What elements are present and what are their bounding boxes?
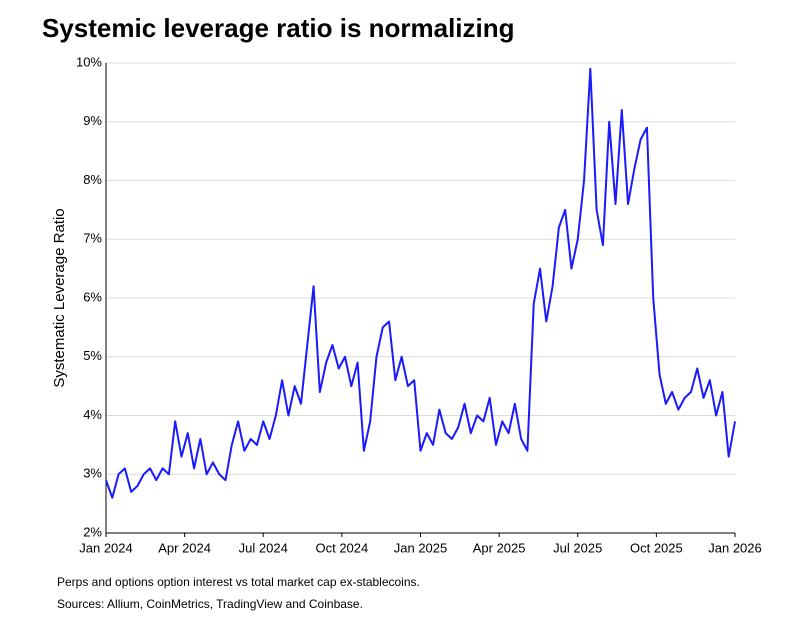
note: Perps and options option interest vs tot… <box>57 575 420 589</box>
x-tick-label: Apr 2024 <box>158 540 211 555</box>
y-tick-label: 6% <box>83 289 102 304</box>
y-tick-label: 2% <box>83 524 102 539</box>
y-tick-label: 4% <box>83 407 102 422</box>
x-tick-label: Apr 2025 <box>473 540 526 555</box>
x-tick-label: Jan 2025 <box>394 540 448 555</box>
y-axis-label: Systematic Leverage Ratio <box>51 208 68 387</box>
y-tick-label: 10% <box>76 54 102 69</box>
x-tick-label: Oct 2024 <box>315 540 368 555</box>
data-line <box>105 67 736 499</box>
y-tick-label: 9% <box>83 113 102 128</box>
note: Sources: Allium, CoinMetrics, TradingVie… <box>57 597 363 611</box>
y-tick-label: 7% <box>83 231 102 246</box>
x-tick-label: Jan 2024 <box>79 540 133 555</box>
chart-title: Systemic leverage ratio is normalizing <box>42 13 515 43</box>
y-tick-label: 3% <box>83 466 102 481</box>
x-tick-label: Jan 2026 <box>708 540 762 555</box>
x-tick-label: Jul 2025 <box>553 540 602 555</box>
x-tick-label: Oct 2025 <box>630 540 683 555</box>
x-tick-label: Jul 2024 <box>239 540 288 555</box>
y-tick-label: 8% <box>83 172 102 187</box>
y-tick-label: 5% <box>83 348 102 363</box>
